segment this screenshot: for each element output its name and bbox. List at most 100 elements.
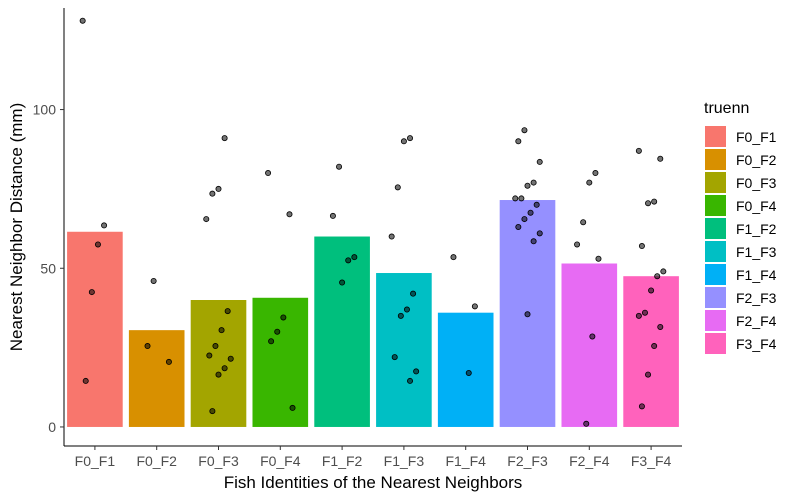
data-point: [638, 403, 645, 410]
data-point: [536, 158, 543, 165]
data-point: [274, 328, 281, 335]
data-point: [635, 312, 642, 319]
data-point: [410, 290, 417, 297]
legend: truenn F0_F1 F0_F2 F0_F3 F0_F4 F1_F2 F1_F3 F1_…: [704, 100, 777, 354]
data-point: [215, 371, 222, 378]
data-point: [227, 355, 234, 362]
x-tick-label: F1_F3: [384, 453, 425, 469]
data-point: [265, 170, 272, 177]
data-point: [221, 365, 228, 372]
data-point: [657, 323, 664, 330]
data-point: [391, 354, 398, 361]
data-point: [654, 273, 661, 280]
legend-key-f1-f3: [705, 241, 726, 262]
data-point: [150, 277, 157, 284]
legend-key-f3-f4: [705, 333, 726, 354]
data-point: [641, 309, 648, 316]
x-tick-label: F0_F1: [75, 453, 116, 469]
data-point: [527, 209, 534, 216]
data-point: [530, 238, 537, 245]
data-point: [94, 241, 101, 248]
data-point: [530, 179, 537, 186]
data-point: [351, 254, 358, 261]
data-point: [206, 352, 213, 359]
data-point: [79, 17, 86, 24]
data-point: [521, 216, 528, 223]
data-point: [339, 279, 346, 286]
legend-label: F0_F1: [736, 129, 777, 145]
legend-label: F3_F4: [736, 336, 777, 352]
data-point: [221, 135, 228, 142]
bar-f0-f1: [67, 231, 123, 427]
data-point: [82, 377, 89, 384]
data-point: [574, 241, 581, 248]
bar-f0-f4: [252, 297, 309, 427]
legend-key-f2-f4: [705, 310, 726, 331]
data-point: [651, 343, 658, 350]
data-point: [586, 179, 593, 186]
data-point: [209, 190, 216, 197]
data-point: [657, 155, 664, 162]
bar-f1-f3: [376, 273, 432, 427]
data-point: [524, 182, 531, 189]
data-point: [144, 343, 151, 350]
data-point: [515, 138, 522, 145]
x-axis-title: Fish Identities of the Nearest Neighbors: [224, 473, 523, 492]
data-point: [403, 306, 410, 313]
data-point: [268, 338, 275, 345]
data-point: [450, 254, 457, 261]
bar-f3-f4: [623, 276, 679, 427]
legend-key-f2-f3: [705, 287, 726, 308]
legend-key-f0-f3: [705, 172, 726, 193]
x-tick-label: F3_F4: [631, 453, 672, 469]
legend-key-f0-f4: [705, 195, 726, 216]
data-point: [651, 198, 658, 205]
data-point: [595, 255, 602, 262]
legend-key-f0-f1: [705, 126, 726, 147]
data-point: [209, 408, 216, 415]
y-tick-label: 0: [48, 419, 56, 435]
data-point: [212, 343, 219, 350]
data-point: [589, 333, 596, 340]
bars-layer: [67, 200, 679, 427]
data-point: [286, 211, 293, 218]
data-point: [536, 230, 543, 237]
data-point: [592, 170, 599, 177]
legend-label: F2_F4: [736, 313, 777, 329]
data-point: [645, 200, 652, 207]
legend-key-f1-f2: [705, 218, 726, 239]
data-point: [88, 289, 95, 296]
data-point: [407, 377, 414, 384]
x-tick-label: F0_F4: [260, 453, 301, 469]
data-point: [465, 369, 472, 376]
legend-label: F0_F2: [736, 152, 777, 168]
data-point: [515, 223, 522, 230]
x-tick-label: F1_F2: [322, 453, 363, 469]
legend-label: F0_F4: [736, 198, 777, 214]
x-tick-label: F1_F4: [445, 453, 486, 469]
y-tick-label: 100: [33, 102, 57, 118]
data-point: [101, 222, 108, 229]
bar-f0-f2: [128, 330, 185, 427]
legend-label: F1_F2: [736, 221, 777, 237]
data-point: [329, 212, 336, 219]
data-point: [289, 404, 296, 411]
x-tick-label: F2_F4: [569, 453, 610, 469]
data-point: [635, 147, 642, 154]
data-point: [533, 201, 540, 208]
data-point: [648, 287, 655, 294]
data-point: [388, 233, 395, 240]
data-point: [218, 327, 225, 334]
y-tick-label: 50: [40, 260, 56, 276]
bar-f2-f4: [561, 263, 618, 427]
data-point: [345, 257, 352, 264]
data-point: [660, 268, 667, 275]
legend-label: F1_F3: [736, 244, 777, 260]
legend-key-f0-f2: [705, 149, 726, 170]
data-point: [203, 216, 210, 223]
y-axis-title: Nearest Neighbor Distance (mm): [7, 103, 26, 351]
data-point: [512, 195, 519, 202]
data-point: [521, 127, 528, 134]
legend-label: F2_F3: [736, 290, 777, 306]
